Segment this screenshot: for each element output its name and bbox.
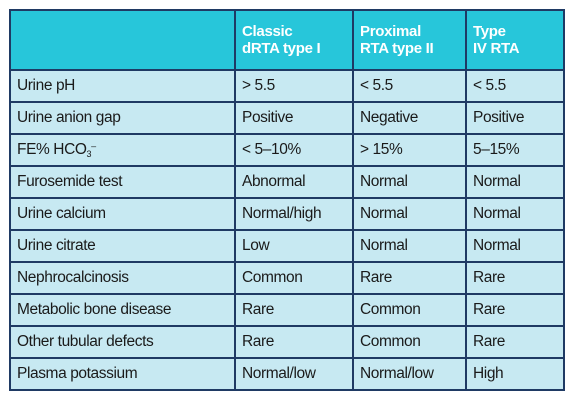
row-label-text: FE% HCO [17, 141, 87, 158]
table-row: Plasma potassium Normal/low Normal/low H… [9, 357, 565, 391]
cell-proximal-rta: < 5.5 [352, 69, 467, 103]
header-line1: Type [473, 23, 506, 40]
row-label: Plasma potassium [9, 357, 236, 391]
header-line2: RTA type II [360, 40, 434, 57]
cell-classic-drta: Normal/low [234, 357, 354, 391]
row-label: Urine calcium [9, 197, 236, 231]
cell-classic-drta: Normal/high [234, 197, 354, 231]
table-row: Nephrocalcinosis Common Rare Rare [9, 261, 565, 295]
cell-type-iv-rta: Rare [465, 261, 565, 295]
cell-type-iv-rta: Positive [465, 101, 565, 135]
table-row: Metabolic bone disease Rare Common Rare [9, 293, 565, 327]
cell-proximal-rta: Normal [352, 165, 467, 199]
cell-classic-drta: < 5–10% [234, 133, 354, 167]
cell-proximal-rta: Common [352, 325, 467, 359]
table-header: Classic dRTA type I Proximal RTA type II… [9, 9, 565, 71]
row-label: Urine anion gap [9, 101, 236, 135]
cell-proximal-rta: Rare [352, 261, 467, 295]
cell-type-iv-rta: Rare [465, 325, 565, 359]
cell-proximal-rta: Normal [352, 229, 467, 263]
table-row: Furosemide test Abnormal Normal Normal [9, 165, 565, 199]
cell-proximal-rta: Normal [352, 197, 467, 231]
cell-classic-drta: Low [234, 229, 354, 263]
row-label: Urine citrate [9, 229, 236, 263]
cell-classic-drta: Positive [234, 101, 354, 135]
header-row: Classic dRTA type I Proximal RTA type II… [9, 9, 565, 71]
cell-type-iv-rta: 5–15% [465, 133, 565, 167]
cell-proximal-rta: Common [352, 293, 467, 327]
header-line1: Proximal [360, 23, 421, 40]
header-line2: IV RTA [473, 40, 520, 57]
row-label: Metabolic bone disease [9, 293, 236, 327]
cell-proximal-rta: > 15% [352, 133, 467, 167]
header-classic-drta: Classic dRTA type I [234, 9, 354, 71]
cell-proximal-rta: Negative [352, 101, 467, 135]
cell-type-iv-rta: Normal [465, 165, 565, 199]
header-proximal-rta: Proximal RTA type II [352, 9, 467, 71]
header-type-iv-rta: Type IV RTA [465, 9, 565, 71]
row-label: Furosemide test [9, 165, 236, 199]
table-row: Urine calcium Normal/high Normal Normal [9, 197, 565, 231]
cell-proximal-rta: Normal/low [352, 357, 467, 391]
row-label: Nephrocalcinosis [9, 261, 236, 295]
cell-type-iv-rta: < 5.5 [465, 69, 565, 103]
cell-type-iv-rta: Rare [465, 293, 565, 327]
cell-type-iv-rta: Normal [465, 197, 565, 231]
table-row: Other tubular defects Rare Common Rare [9, 325, 565, 359]
row-label-subscript: 3 [86, 149, 92, 159]
cell-classic-drta: Rare [234, 325, 354, 359]
cell-type-iv-rta: High [465, 357, 565, 391]
table-row: Urine citrate Low Normal Normal [9, 229, 565, 263]
row-label: Urine pH [9, 69, 236, 103]
table-row: FE% HCO3– < 5–10% > 15% 5–15% [9, 133, 565, 167]
header-cell-empty [9, 9, 236, 71]
cell-type-iv-rta: Normal [465, 229, 565, 263]
header-line2: dRTA type I [242, 40, 321, 57]
table-body: Urine pH > 5.5 < 5.5 < 5.5 Urine anion g… [9, 69, 565, 391]
cell-classic-drta: Common [234, 261, 354, 295]
table-row: Urine anion gap Positive Negative Positi… [9, 101, 565, 135]
row-label: Other tubular defects [9, 325, 236, 359]
row-label: FE% HCO3– [9, 133, 236, 167]
header-line1: Classic [242, 23, 293, 40]
cell-classic-drta: Abnormal [234, 165, 354, 199]
row-label-superscript: – [91, 141, 96, 151]
table-row: Urine pH > 5.5 < 5.5 < 5.5 [9, 69, 565, 103]
rta-comparison-table: Classic dRTA type I Proximal RTA type II… [9, 9, 565, 391]
cell-classic-drta: > 5.5 [234, 69, 354, 103]
cell-classic-drta: Rare [234, 293, 354, 327]
rta-comparison-table-container: Classic dRTA type I Proximal RTA type II… [9, 9, 565, 413]
